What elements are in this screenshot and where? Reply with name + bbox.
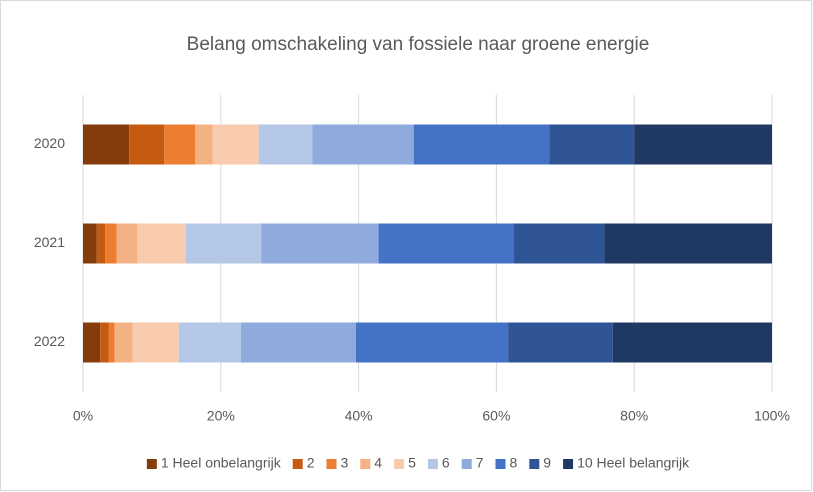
legend-label: 6 — [442, 455, 450, 471]
legend-label: 7 — [476, 455, 484, 471]
legend-label: 2 — [307, 455, 315, 471]
bar-segment — [212, 124, 259, 165]
bar-segment — [195, 124, 213, 165]
bar-segment — [240, 322, 356, 363]
bar-segment — [137, 223, 186, 264]
bar-segment — [549, 124, 635, 165]
legend-swatch — [146, 459, 157, 469]
legend-label: 8 — [509, 455, 517, 471]
bar-segment — [513, 223, 605, 264]
bar-segment — [258, 124, 313, 165]
bar-segment — [108, 322, 115, 363]
bar-segment — [116, 223, 138, 264]
legend-label: 1 Heel onbelangrijk — [161, 455, 282, 471]
legend-swatch — [394, 459, 405, 469]
y-tick-label: 2020 — [34, 135, 65, 151]
y-tick-label: 2022 — [34, 333, 65, 349]
y-tick-label: 2021 — [34, 234, 65, 250]
bar-segment — [508, 322, 613, 363]
x-tick-label: 0% — [73, 408, 93, 424]
legend-swatch — [326, 459, 337, 469]
bar-segment — [178, 322, 241, 363]
x-tick-label: 20% — [207, 408, 235, 424]
legend-label: 9 — [543, 455, 551, 471]
legend-swatch — [529, 459, 540, 469]
x-tick-label: 100% — [754, 408, 790, 424]
bar-segment — [185, 223, 262, 264]
bar-segment — [100, 322, 109, 363]
bar-segment — [96, 223, 106, 264]
legend-swatch — [360, 459, 371, 469]
bar-segment — [83, 322, 101, 363]
legend-swatch — [461, 459, 472, 469]
legend-swatch — [495, 459, 506, 469]
legend-swatch — [563, 459, 574, 469]
bar-segment — [604, 223, 772, 264]
bar-segment — [132, 322, 179, 363]
bar-segment — [312, 124, 414, 165]
bar-segment — [114, 322, 133, 363]
bar-segment — [164, 124, 196, 165]
legend-label: 10 Heel belangrijk — [577, 455, 690, 471]
bar-segment — [612, 322, 772, 363]
bar-segment — [355, 322, 509, 363]
bar-segment — [83, 223, 97, 264]
legend-label: 5 — [408, 455, 416, 471]
chart-title: Belang omschakeling van fossiele naar gr… — [187, 34, 650, 55]
bar-segment — [129, 124, 165, 165]
legend-swatch — [292, 459, 303, 469]
bar-segment — [261, 223, 379, 264]
bar-segment — [413, 124, 550, 165]
x-tick-label: 40% — [345, 408, 373, 424]
legend-label: 3 — [341, 455, 349, 471]
bar-segment — [83, 124, 130, 165]
legend: 1 Heel onbelangrijk 2 3 4 5 6 7 8 9 10 Heel belan… — [146, 455, 690, 471]
bar-segment — [105, 223, 117, 264]
legend-label: 4 — [374, 455, 382, 471]
x-tick-label: 80% — [620, 408, 648, 424]
bar-segment — [634, 124, 772, 165]
x-tick-label: 60% — [482, 408, 510, 424]
bar-segment — [378, 223, 514, 264]
legend-swatch — [427, 459, 438, 469]
